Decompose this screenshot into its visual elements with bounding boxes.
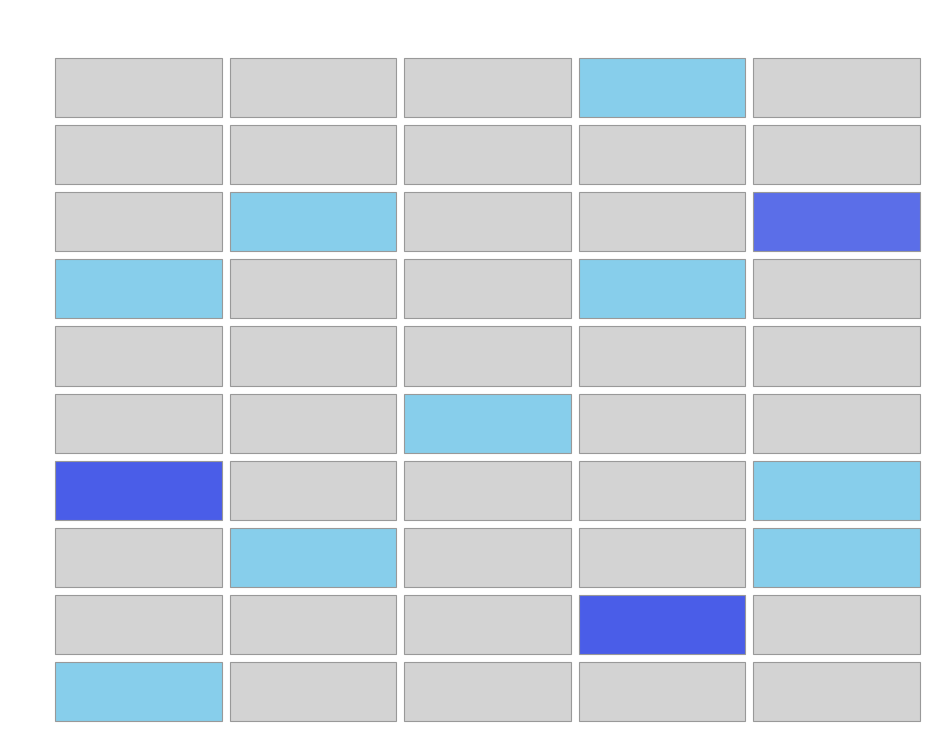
FancyBboxPatch shape — [404, 58, 571, 117]
FancyBboxPatch shape — [55, 528, 221, 587]
FancyBboxPatch shape — [579, 595, 746, 654]
FancyBboxPatch shape — [55, 58, 221, 117]
FancyBboxPatch shape — [230, 327, 396, 385]
FancyBboxPatch shape — [230, 662, 396, 721]
FancyBboxPatch shape — [55, 192, 221, 252]
FancyBboxPatch shape — [55, 662, 221, 721]
FancyBboxPatch shape — [230, 58, 396, 117]
FancyBboxPatch shape — [753, 259, 920, 318]
FancyBboxPatch shape — [579, 327, 746, 385]
FancyBboxPatch shape — [404, 662, 571, 721]
FancyBboxPatch shape — [404, 327, 571, 385]
FancyBboxPatch shape — [404, 528, 571, 587]
FancyBboxPatch shape — [404, 460, 571, 520]
FancyBboxPatch shape — [579, 125, 746, 184]
FancyBboxPatch shape — [55, 460, 221, 520]
FancyBboxPatch shape — [753, 327, 920, 385]
FancyBboxPatch shape — [404, 125, 571, 184]
FancyBboxPatch shape — [753, 460, 920, 520]
FancyBboxPatch shape — [753, 662, 920, 721]
FancyBboxPatch shape — [404, 192, 571, 252]
FancyBboxPatch shape — [753, 528, 920, 587]
FancyBboxPatch shape — [55, 125, 221, 184]
FancyBboxPatch shape — [230, 259, 396, 318]
FancyBboxPatch shape — [753, 125, 920, 184]
FancyBboxPatch shape — [230, 595, 396, 654]
FancyBboxPatch shape — [404, 595, 571, 654]
FancyBboxPatch shape — [579, 259, 746, 318]
FancyBboxPatch shape — [753, 58, 920, 117]
FancyBboxPatch shape — [230, 460, 396, 520]
FancyBboxPatch shape — [579, 662, 746, 721]
FancyBboxPatch shape — [753, 394, 920, 453]
FancyBboxPatch shape — [404, 394, 571, 453]
FancyBboxPatch shape — [55, 394, 221, 453]
FancyBboxPatch shape — [579, 192, 746, 252]
FancyBboxPatch shape — [753, 192, 920, 252]
FancyBboxPatch shape — [55, 327, 221, 385]
FancyBboxPatch shape — [230, 192, 396, 252]
FancyBboxPatch shape — [230, 394, 396, 453]
FancyBboxPatch shape — [230, 125, 396, 184]
FancyBboxPatch shape — [579, 460, 746, 520]
FancyBboxPatch shape — [579, 394, 746, 453]
FancyBboxPatch shape — [579, 528, 746, 587]
FancyBboxPatch shape — [579, 58, 746, 117]
FancyBboxPatch shape — [753, 595, 920, 654]
FancyBboxPatch shape — [404, 259, 571, 318]
FancyBboxPatch shape — [55, 259, 221, 318]
FancyBboxPatch shape — [230, 528, 396, 587]
FancyBboxPatch shape — [55, 595, 221, 654]
